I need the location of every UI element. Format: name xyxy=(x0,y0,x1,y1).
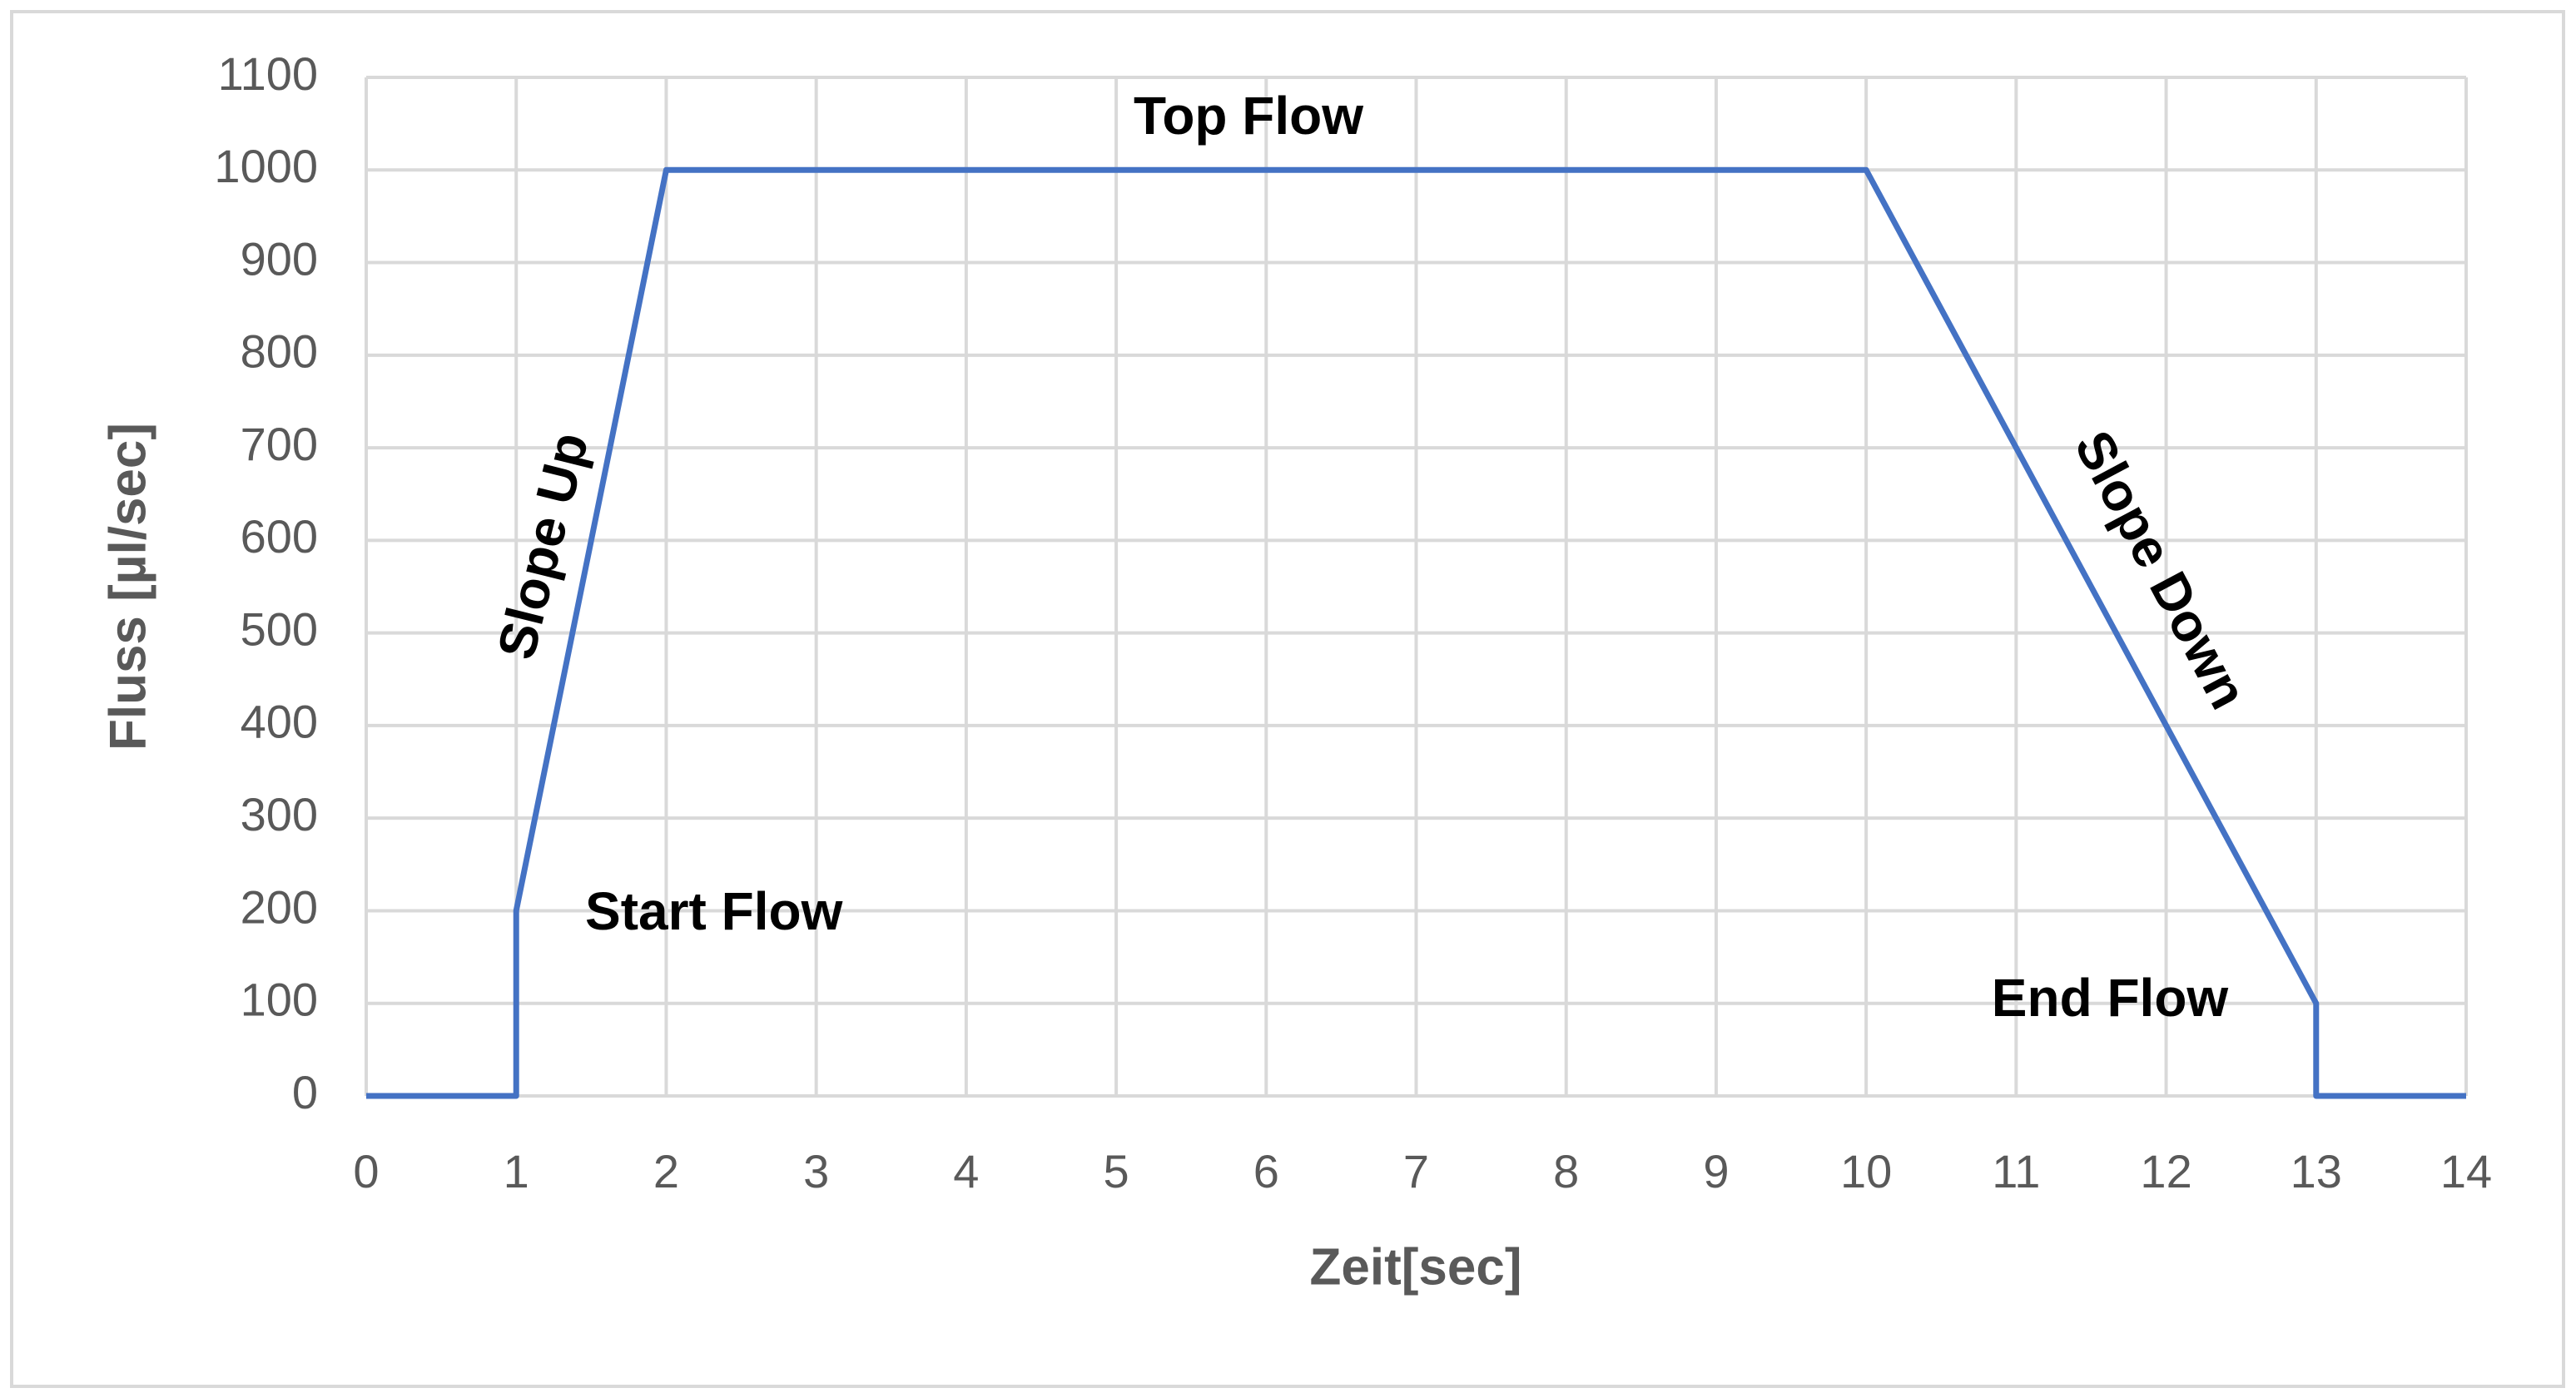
x-tick-label: 11 xyxy=(1992,1145,2040,1197)
data-line xyxy=(366,166,2466,1099)
y-tick-label: 100 xyxy=(241,974,318,1026)
x-tick-label: 6 xyxy=(1253,1145,1279,1197)
x-tick-label: 0 xyxy=(353,1145,379,1197)
y-tick-label: 900 xyxy=(241,232,318,285)
x-tick-label: 5 xyxy=(1103,1145,1129,1197)
y-tick-label: 0 xyxy=(292,1066,318,1118)
x-tick-label: 3 xyxy=(803,1145,829,1197)
x-tick-label: 8 xyxy=(1553,1145,1579,1197)
x-axis-title: Zeit[sec] xyxy=(1310,1238,1522,1296)
x-tick-label: 2 xyxy=(653,1145,679,1197)
annotation: End Flow xyxy=(1992,968,2229,1028)
annotation: Start Flow xyxy=(585,881,843,941)
x-tick-label: 4 xyxy=(953,1145,979,1197)
y-tick-label: 1100 xyxy=(218,47,318,100)
y-tick-label: 800 xyxy=(241,325,318,378)
annotation: Top Flow xyxy=(1134,86,1363,146)
x-tick-label: 9 xyxy=(1703,1145,1729,1197)
y-tick-label: 300 xyxy=(241,788,318,840)
x-tick-label: 10 xyxy=(1840,1145,1892,1197)
x-tick-label: 7 xyxy=(1403,1145,1429,1197)
x-tick-label: 1 xyxy=(504,1145,529,1197)
y-tick-label: 600 xyxy=(241,510,318,563)
y-tick-label: 400 xyxy=(241,696,318,748)
x-tick-label: 13 xyxy=(2291,1145,2342,1197)
y-tick-label: 700 xyxy=(241,418,318,470)
y-tick-label: 1000 xyxy=(214,140,318,192)
chart-frame xyxy=(10,10,2565,1388)
y-tick-label: 200 xyxy=(241,880,318,933)
y-tick-label: 500 xyxy=(241,602,318,655)
y-axis-title: Fluss [µl/sec] xyxy=(99,423,156,751)
x-tick-label: 14 xyxy=(2440,1145,2492,1197)
x-tick-label: 12 xyxy=(2140,1145,2191,1197)
